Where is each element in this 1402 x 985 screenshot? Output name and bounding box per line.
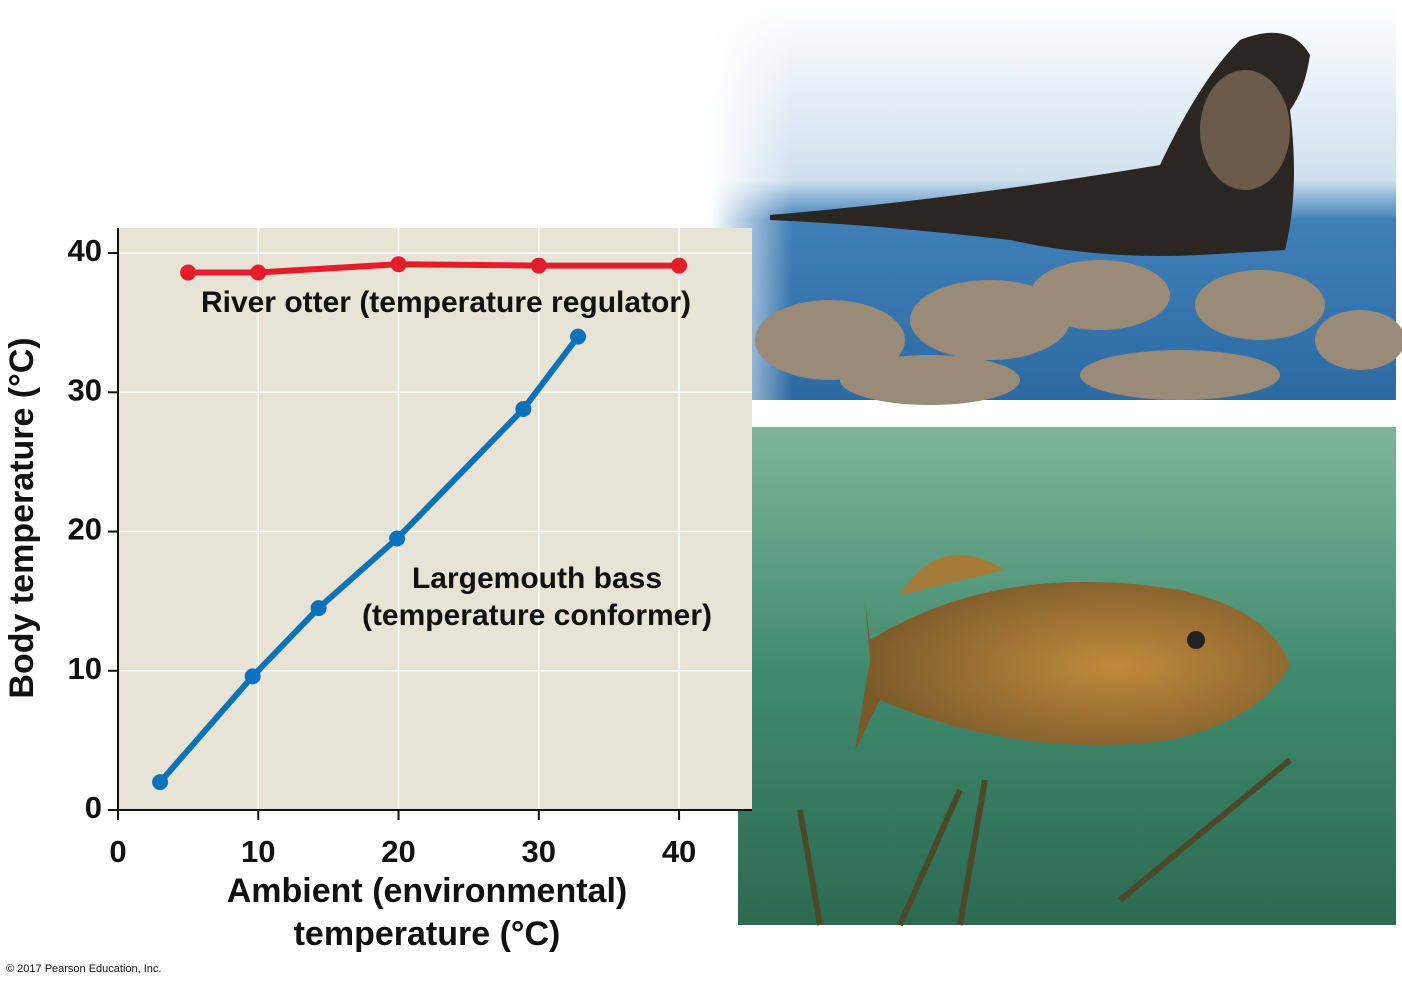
x-axis-label: temperature (°C) [294,915,561,953]
data-point [390,256,407,273]
y-tick-label: 10 [68,651,102,686]
x-tick-label: 0 [109,834,126,869]
y-tick-label: 30 [68,372,102,407]
x-axis-label: Ambient (environmental) [227,872,627,910]
x-tick-label: 10 [241,834,275,869]
y-tick-label: 0 [85,790,102,825]
annotation: River otter (temperature regulator) [201,286,691,319]
annotation: Largemouth bass [412,562,662,595]
data-point [515,401,532,418]
y-axis-label: Body temperature (°C) [3,337,41,698]
series-line [157,334,581,785]
data-point [671,257,688,274]
data-point [244,668,261,685]
chart: 0 10 20 30 40 0 10 20 30 40 Body temperature (°C) A… [3,228,752,953]
x-tick-label: 40 [662,834,696,869]
y-tick-label: 40 [68,233,102,268]
data-point [389,530,406,547]
y-tick-label: 20 [68,512,102,547]
data-point [180,264,197,281]
data-point [570,328,587,345]
data-point [250,264,267,281]
data-point [530,257,547,274]
otter-photo [710,0,1402,405]
bass-photo [738,427,1396,927]
annotation: (temperature conformer) [362,599,712,632]
data-point [152,774,169,791]
data-point [310,600,327,617]
x-tick-label: 20 [381,834,415,869]
x-tick-label: 30 [522,834,556,869]
credit: © 2017 Pearson Education, Inc. [6,963,161,975]
